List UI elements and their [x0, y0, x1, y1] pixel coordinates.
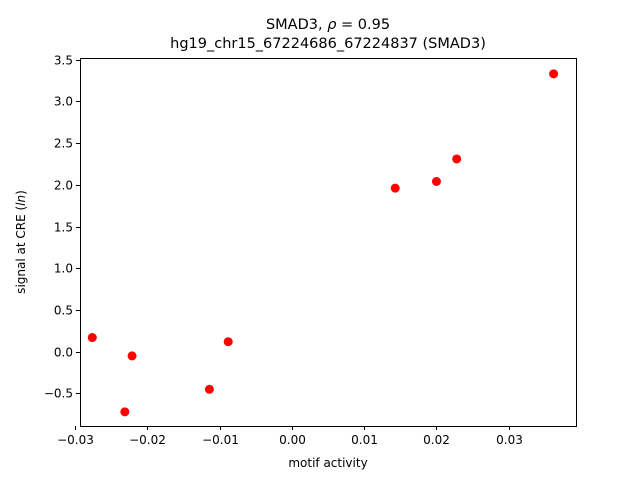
x-tick-label: 0.03	[496, 433, 523, 447]
y-tick-label: −0.5	[44, 387, 73, 401]
y-tick-label: 0.0	[54, 346, 73, 360]
y-tick-label: 2.5	[54, 137, 73, 151]
y-tick-label: 2.0	[54, 179, 73, 193]
x-tick-label: 0.01	[351, 433, 378, 447]
data-point	[549, 69, 559, 79]
chart-title-line2: hg19_chr15_67224686_67224837 (SMAD3)	[170, 36, 486, 52]
x-axis-label: motif activity	[288, 456, 367, 470]
data-point	[223, 337, 233, 347]
data-point	[87, 333, 97, 343]
data-point	[452, 154, 462, 164]
data-points	[87, 69, 559, 417]
data-point	[127, 351, 137, 361]
x-tick-label: 0.00	[279, 433, 306, 447]
plot-frame	[80, 58, 577, 427]
data-point	[204, 384, 214, 394]
chart-title-line1: SMAD3, ρ = 0.95	[266, 17, 390, 33]
x-tick-label: −0.02	[129, 433, 166, 447]
x-axis-ticks: −0.03 −0.02 −0.01 0.00 0.01 0.02 0.03	[57, 426, 523, 447]
data-point	[390, 183, 400, 193]
data-point	[431, 177, 441, 187]
y-tick-label: 3.0	[54, 95, 73, 109]
y-tick-label: 3.5	[54, 54, 73, 68]
y-tick-label: 0.5	[54, 304, 73, 318]
x-tick-label: −0.03	[57, 433, 94, 447]
x-tick-label: 0.02	[423, 433, 450, 447]
y-tick-label: 1.0	[54, 262, 73, 276]
y-tick-label: 1.5	[54, 221, 73, 235]
x-tick-label: −0.01	[202, 433, 239, 447]
y-axis-label: signal at CRE (ln)	[14, 190, 28, 294]
data-point	[120, 407, 130, 417]
y-axis-ticks: −0.5 0.0 0.5 1.0 1.5 2.0 2.5 3.0 3.5	[44, 54, 80, 401]
